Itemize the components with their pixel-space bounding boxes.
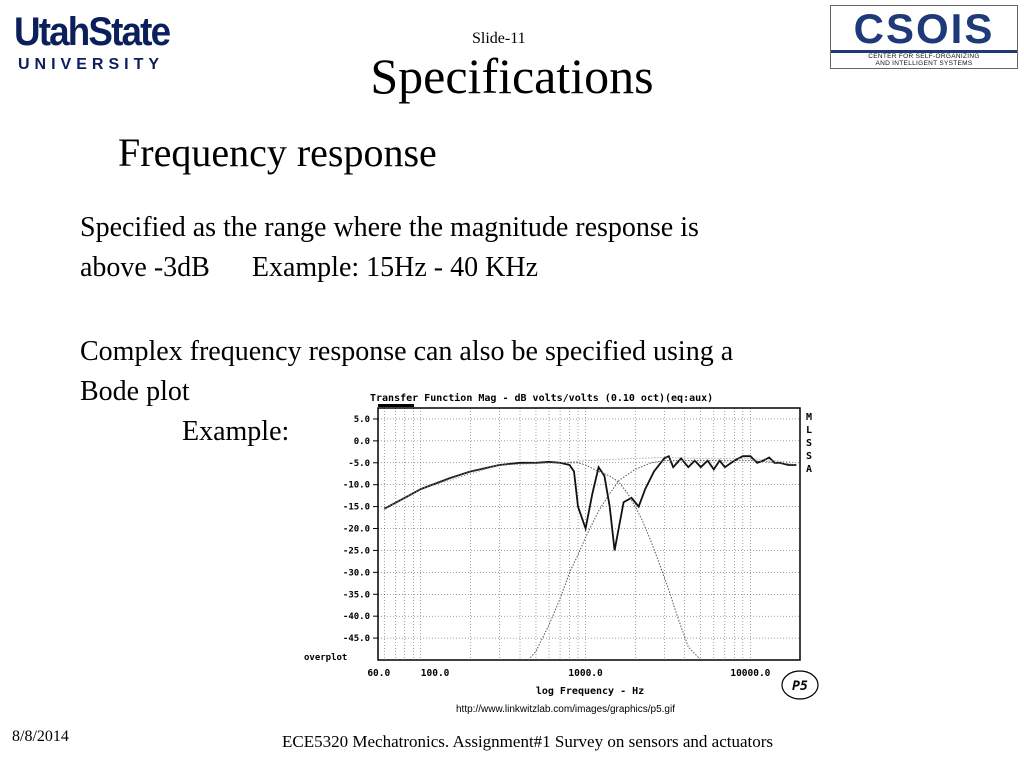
- csois-logo-subtitle-line1: CENTER FOR SELF-ORGANIZING: [868, 53, 980, 60]
- y-tick-label: -40.0: [343, 612, 370, 622]
- series-line-solid-bold: [383, 454, 797, 551]
- series-line-dotted-sum: [383, 457, 797, 510]
- x-tick-label: 1000.0: [568, 668, 603, 679]
- y-tick-label: -35.0: [343, 590, 370, 600]
- y-tick-label: -5.0: [348, 459, 370, 469]
- paragraph-definition-line1: Specified as the range where the magnitu…: [80, 212, 699, 243]
- plot-grid: [378, 408, 801, 660]
- slide-title: Specifications: [370, 48, 654, 104]
- plot-title: Transfer Function Mag - dB volts/volts (…: [370, 392, 713, 404]
- range-example-text: Example: 15Hz - 40 KHz: [251, 252, 538, 283]
- side-label-letter: S: [806, 451, 812, 462]
- x-tick-label: 60.0: [367, 668, 390, 679]
- image-source-url: http://www.linkwitzlab.com/images/graphi…: [456, 704, 675, 715]
- slide-date: 8/8/2014: [12, 728, 69, 745]
- plot-series: [383, 454, 797, 661]
- csois-logo-subtitle-line2: AND INTELLIGENT SYSTEMS: [875, 60, 973, 67]
- example-label: Example:: [182, 416, 290, 447]
- side-label-letter: A: [806, 464, 812, 475]
- y-tick-label: -20.0: [343, 525, 370, 535]
- y-tick-label: -30.0: [343, 568, 370, 578]
- y-tick-label: 5.0: [354, 415, 370, 425]
- csois-logo-bar: [831, 50, 1017, 53]
- threshold-text: above -3dB: [80, 252, 210, 283]
- slide-footer: ECE5320 Mechatronics. Assignment#1 Surve…: [282, 732, 774, 751]
- plot-title-underline: [378, 404, 414, 407]
- plot-frame: [377, 407, 801, 661]
- slide-number: Slide-11: [472, 30, 526, 47]
- y-tick-label: -10.0: [343, 481, 370, 491]
- x-tick-label: 10000.0: [730, 668, 770, 679]
- plot-overplot-label: overplot: [304, 653, 347, 663]
- x-tick-label: 100.0: [421, 668, 450, 679]
- plot-ticks: 5.0 0.0 -5.0 -10.0 -15.0 -20.0 -25.0 -30.0 -35.0…: [343, 415, 771, 679]
- side-label-letter: S: [806, 438, 812, 449]
- series-line-dotted-tweeter: [528, 460, 797, 661]
- paragraph-definition: Specified as the range where the magnitu…: [80, 208, 699, 288]
- usu-logo-university: UNIVERSITY: [18, 56, 165, 73]
- csois-logo-subtitle: CENTER FOR SELF-ORGANIZING AND INTELLIGE…: [831, 53, 1017, 67]
- paragraph-bode: Complex frequency response can also be s…: [80, 332, 733, 412]
- handwritten-p5-mark: P5: [781, 670, 819, 700]
- paragraph-bode-line1: Complex frequency response can also be s…: [80, 336, 734, 367]
- paragraph-bode-line2: Bode plot: [80, 376, 190, 407]
- y-tick-label: -45.0: [343, 634, 370, 644]
- bode-plot: 5.0 0.0 -5.0 -10.0 -15.0 -20.0 -25.0 -30.0 -35.0…: [304, 392, 819, 700]
- side-label-letter: L: [806, 425, 812, 436]
- plot-x-axis-label: log Frequency - Hz: [536, 686, 644, 697]
- y-tick-label: 0.0: [354, 437, 370, 447]
- series-line-dotted-woofer: [383, 462, 702, 661]
- y-tick-label: -25.0: [343, 546, 370, 556]
- paragraph-definition-line2: above -3dB Example: 15Hz - 40 KHz: [80, 248, 699, 288]
- side-label-letter: M: [806, 412, 812, 423]
- utah-state-logo: UtahState UNIVERSITY: [14, 12, 204, 74]
- handwritten-p5-text: P5: [792, 679, 808, 694]
- csois-logo-wordmark: CSOIS: [853, 5, 995, 52]
- usu-logo-wordmark: UtahState: [14, 10, 171, 54]
- csois-logo: CSOIS CENTER FOR SELF-ORGANIZING AND INT…: [830, 5, 1018, 69]
- section-heading: Frequency response: [118, 130, 437, 175]
- y-tick-label: -15.0: [343, 503, 370, 513]
